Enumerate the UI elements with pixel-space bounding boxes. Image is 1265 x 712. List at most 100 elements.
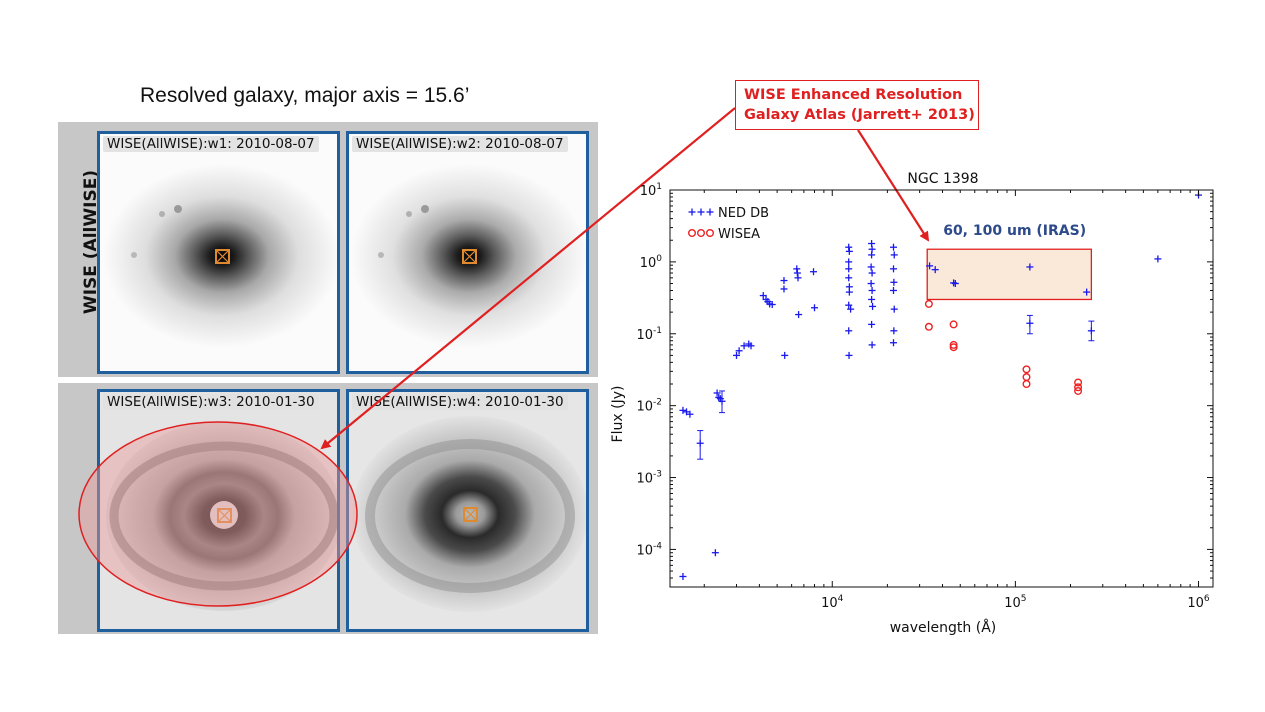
- tile-label-w2: WISE(AllWISE):w2: 2010-08-07: [352, 136, 568, 152]
- wisea-point-3: [949, 340, 958, 349]
- iras-highlight-box: [926, 248, 1093, 301]
- axis-ticks: 104 105 106 101 100 10-1 10-2 10-3 10-4: [636, 182, 1213, 611]
- ned-point-6: [713, 389, 721, 397]
- ned-point-49: [868, 320, 876, 328]
- legend-entry-wisea: [687, 228, 714, 237]
- ned-point-10: [733, 351, 741, 359]
- tile-w4[interactable]: WISE(AllWISE):w4: 2010-01-30: [346, 389, 589, 632]
- ned-point-65: [1083, 288, 1091, 296]
- y-tick-label-3: 10-2: [636, 398, 662, 415]
- iras-annotation: 60, 100 um (IRAS): [943, 223, 1086, 239]
- wisea-point-4: [949, 343, 958, 352]
- ned-point-25: [794, 274, 802, 282]
- ned-point-56: [890, 305, 898, 313]
- ned-point-11: [735, 347, 743, 355]
- ned-point-46: [868, 286, 876, 294]
- panel-row-divider: [58, 377, 598, 383]
- wisea-point-2: [949, 320, 958, 329]
- y-tick-label-4: 10-3: [636, 470, 662, 487]
- ned-point-36: [845, 301, 853, 309]
- ned-point-39: [845, 351, 853, 359]
- sed-chart: NGC 1398 Flux (Jy) wavelength (Å) 60, 10…: [610, 171, 1214, 636]
- tile-w3[interactable]: WISE(AllWISE):w3: 2010-01-30: [97, 389, 340, 632]
- atlas-callout-box: WISE Enhanced Resolution Galaxy Atlas (J…: [735, 80, 979, 130]
- galaxy-image-w3: [100, 392, 337, 629]
- ned-point-66: [1087, 320, 1095, 342]
- wisea-point-1: [924, 322, 933, 331]
- ned-point-22: [781, 351, 789, 359]
- tile-label-w4: WISE(AllWISE):w4: 2010-01-30: [352, 394, 568, 410]
- ned-point-37: [847, 305, 855, 313]
- slide-title: Resolved galaxy, major axis = 15.6’: [140, 84, 470, 107]
- y-tick-label-2: 10-1: [636, 326, 662, 343]
- ned-point-48: [869, 302, 877, 310]
- ned-point-4: [696, 430, 704, 460]
- ned-point-67: [1154, 255, 1162, 263]
- ned-point-19: [768, 301, 776, 309]
- ned-point-44: [868, 269, 876, 277]
- ned-point-21: [780, 285, 788, 293]
- ned-point-32: [845, 265, 853, 273]
- ned-point-52: [890, 251, 898, 259]
- ned-point-64: [1026, 314, 1034, 335]
- wisea-point-8: [1074, 378, 1083, 387]
- ned-point-53: [890, 265, 898, 273]
- ned-point-12: [740, 342, 748, 350]
- tile-label-w3: WISE(AllWISE):w3: 2010-01-30: [103, 394, 319, 410]
- ned-point-42: [868, 251, 876, 259]
- wisea-point-9: [1074, 383, 1083, 392]
- legend-label-wisea: WISEA: [718, 227, 760, 242]
- ned-point-14: [747, 342, 755, 350]
- ned-point-47: [868, 295, 876, 303]
- ned-point-9: [718, 390, 726, 414]
- ned-point-1: [679, 406, 687, 414]
- ned-point-58: [890, 339, 898, 347]
- legend-label-ned: NED DB: [718, 206, 769, 221]
- ned-point-35: [845, 288, 853, 296]
- callout-line-2: Galaxy Atlas (Jarrett+ 2013): [744, 107, 975, 123]
- ned-point-5: [711, 549, 719, 557]
- legend-entry-ned: [688, 208, 714, 216]
- galaxy-image-w1: [100, 134, 337, 371]
- wisea-point-7: [1022, 380, 1031, 389]
- tile-label-w1: WISE(AllWISE):w1: 2010-08-07: [103, 136, 319, 152]
- ned-point-62: [951, 280, 959, 288]
- tile-w2[interactable]: WISE(AllWISE):w2: 2010-08-07: [346, 131, 589, 374]
- x-axis-label: wavelength (Å): [890, 619, 997, 636]
- x-tick-label-1: 105: [1004, 594, 1026, 611]
- x-tick-label-0: 104: [821, 594, 844, 611]
- ned-point-26: [795, 311, 803, 319]
- ned-point-15: [759, 292, 767, 300]
- wisea-point-0: [924, 299, 933, 308]
- x-tick-label-2: 106: [1187, 594, 1210, 611]
- plot-frame: [669, 189, 1214, 588]
- wisea-point-10: [1074, 386, 1083, 395]
- ned-point-57: [890, 327, 898, 335]
- ned-point-33: [845, 274, 853, 282]
- ned-point-55: [890, 286, 898, 294]
- ned-point-43: [867, 263, 875, 271]
- ned-point-60: [931, 266, 939, 274]
- ned-point-27: [810, 268, 818, 276]
- ned-point-63: [1026, 263, 1034, 271]
- galaxy-image-w4: [349, 392, 586, 629]
- data-marks: [679, 191, 1203, 580]
- callout-line-1: WISE Enhanced Resolution: [744, 87, 963, 103]
- ned-point-31: [845, 258, 853, 266]
- ned-point-28: [811, 304, 819, 312]
- tile-w1[interactable]: WISE(AllWISE):w1: 2010-08-07: [97, 131, 340, 374]
- y-tick-label-1: 100: [640, 254, 663, 271]
- y-tick-label-5: 10-4: [636, 541, 662, 558]
- wisea-point-5: [1022, 365, 1031, 374]
- chart-title: NGC 1398: [907, 171, 978, 187]
- wisea-point-6: [1022, 373, 1031, 382]
- ned-point-59: [926, 262, 934, 270]
- y-tick-label-0: 101: [640, 182, 662, 199]
- ned-point-0: [679, 572, 687, 580]
- y-axis-label: Flux (Jy): [610, 386, 626, 443]
- ned-point-30: [845, 247, 853, 255]
- ned-point-45: [867, 280, 875, 288]
- ned-point-50: [868, 341, 876, 349]
- ned-point-20: [780, 277, 788, 285]
- ned-point-3: [686, 410, 694, 418]
